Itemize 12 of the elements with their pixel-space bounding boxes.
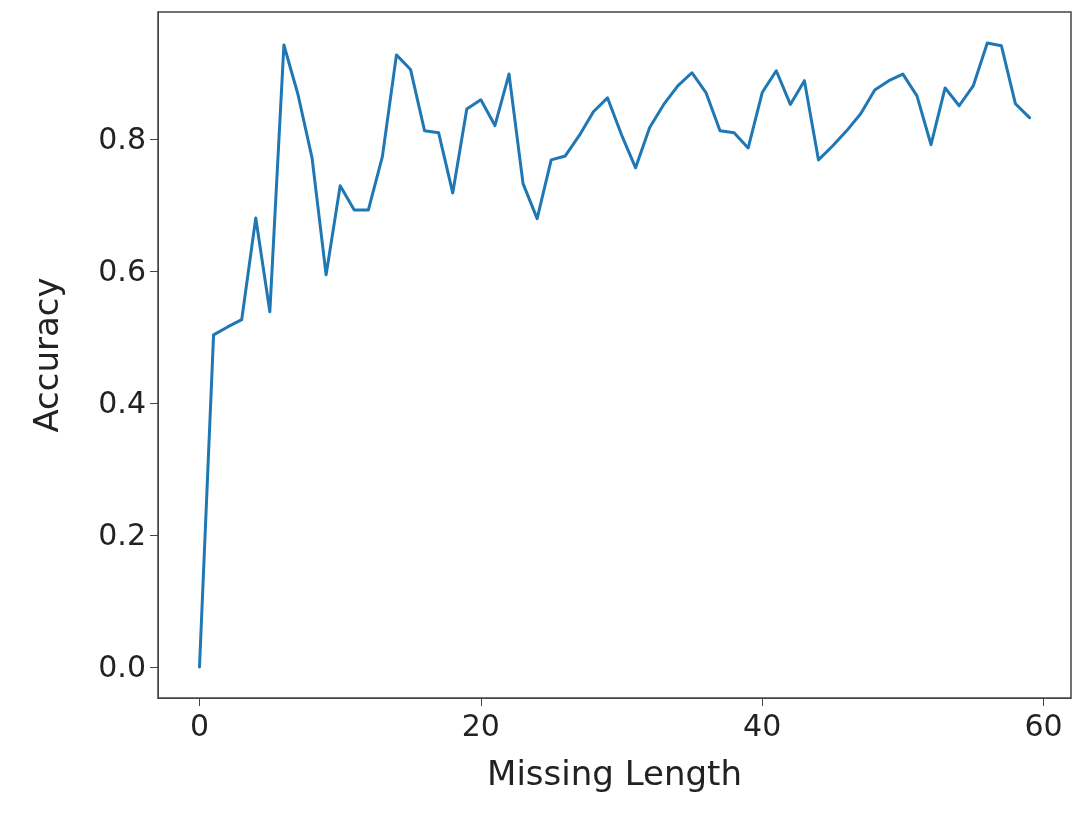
x-axis-title: Missing Length	[487, 753, 742, 793]
line-series	[198, 41, 1031, 669]
y-tick-label: 0.4	[98, 385, 146, 421]
x-tick-label: 40	[743, 707, 782, 743]
y-tick-label: 0.0	[98, 649, 146, 685]
x-tick-label: 60	[1024, 707, 1063, 743]
x-tick-label: 0	[189, 707, 210, 743]
y-tick-label: 0.6	[98, 253, 146, 289]
x-tick-label: 20	[461, 707, 500, 743]
y-tick-label: 0.2	[98, 517, 146, 553]
y-tick-label: 0.8	[98, 121, 146, 157]
y-axis-title: Accuracy	[26, 277, 66, 433]
